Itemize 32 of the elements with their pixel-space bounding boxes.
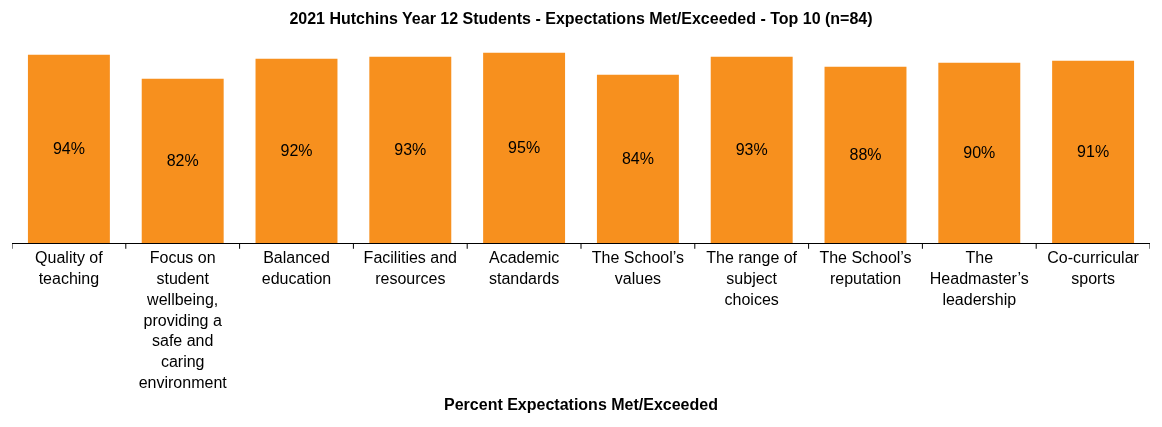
bar — [710, 56, 793, 243]
bar — [1052, 60, 1135, 243]
x-axis-title: Percent Expectations Met/Exceeded — [444, 395, 718, 413]
data-label: 93% — [394, 141, 427, 159]
data-label: 88% — [849, 146, 882, 164]
bar — [27, 54, 110, 243]
x-tick-label: Focus on student wellbeing, providing a safe and caring environment — [138, 249, 228, 391]
bar — [369, 56, 452, 243]
bar — [938, 62, 1021, 243]
x-tick-label: The Headmaster’s leadership — [929, 249, 1029, 308]
x-tick-label: The range of subject choices — [706, 249, 798, 308]
data-label: 91% — [1077, 143, 1110, 161]
data-label: 93% — [735, 141, 768, 159]
x-tick-label: Facilities and resources — [363, 249, 457, 287]
data-label: 90% — [963, 144, 996, 162]
x-tick-label: Balanced education — [261, 249, 332, 287]
chart-title: 2021 Hutchins Year 12 Students - Expectations Met/Exceeded - Top 10 (n=84) — [289, 10, 873, 28]
data-label: 94% — [52, 140, 85, 158]
data-label: 92% — [280, 142, 313, 160]
bar — [255, 58, 338, 243]
bar — [483, 52, 566, 243]
x-tick-label: Academic standards — [488, 249, 560, 287]
x-tick-label: The School’s reputation — [819, 249, 912, 287]
x-tick-label: Co-curricular sports — [1047, 249, 1140, 287]
bar — [596, 74, 679, 243]
x-tick-label: The School’s values — [591, 249, 684, 287]
data-label: 82% — [166, 152, 199, 170]
bar — [824, 66, 907, 243]
data-label: 95% — [508, 139, 541, 157]
data-label: 84% — [621, 150, 654, 168]
x-tick-label: Quality of teaching — [35, 249, 104, 287]
bar — [141, 78, 224, 243]
